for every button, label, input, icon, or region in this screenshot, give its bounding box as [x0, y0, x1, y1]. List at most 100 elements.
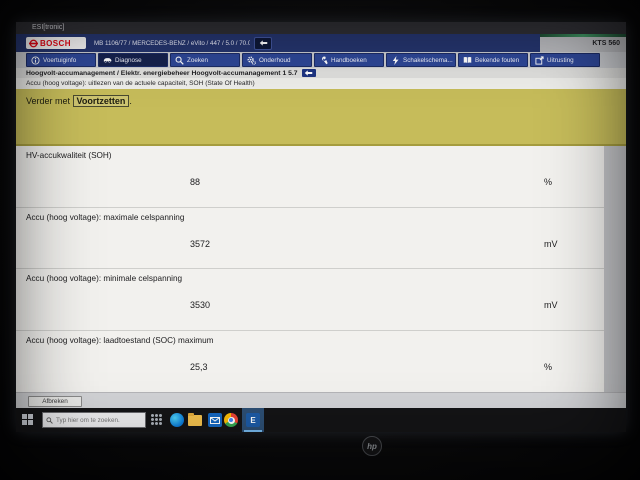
result-label: Accu (hoog voltage): minimale celspannin…: [26, 274, 183, 283]
hp-logo-text: hp: [367, 441, 377, 451]
table-row: HV-accukwaliteit (SOH) 88 %: [16, 146, 604, 208]
breadcrumb-path: Hoogvolt-accumanagement / Elektr. energi…: [26, 69, 298, 77]
tab-label: Bekende fouten: [475, 56, 520, 64]
start-button[interactable]: [22, 414, 34, 426]
tab-label: Diagnose: [115, 56, 142, 64]
back-arrow-icon: [304, 70, 313, 76]
instruction-suffix: .: [129, 96, 132, 106]
tab-schakelschema[interactable]: Schakelschema...: [386, 53, 456, 67]
info-icon: [31, 55, 40, 65]
device-panel: KTS 560: [540, 34, 626, 52]
dot: [159, 422, 162, 425]
step-subtitle-bar: Accu (hoog voltage): uitlezen van de act…: [16, 78, 626, 89]
search-icon: [175, 56, 184, 65]
gear-icon: [247, 56, 256, 65]
app-footer-bar: Afbreken: [16, 392, 626, 408]
step-subtitle: Accu (hoog voltage): uitlezen van de act…: [26, 80, 255, 87]
result-label: Accu (hoog voltage): maximale celspannin…: [26, 212, 185, 222]
instruction-banner: Verder met Voortzetten.: [16, 89, 626, 146]
main-toolbar: Voertuiginfo Diagnose Zoeken Onderhoud: [16, 52, 626, 68]
result-unit: %: [544, 361, 553, 372]
back-arrow-icon: [259, 39, 268, 48]
tab-diagnose[interactable]: Diagnose: [98, 53, 168, 67]
results-list: HV-accukwaliteit (SOH) 88 % Accu (hoog v…: [16, 146, 604, 392]
dot: [159, 418, 162, 421]
hp-logo: hp: [362, 436, 382, 456]
result-unit: mV: [544, 300, 558, 310]
dot: [151, 422, 154, 425]
wrench-icon: [319, 55, 328, 65]
file-explorer-icon[interactable]: [188, 413, 202, 426]
device-label: KTS 560: [592, 40, 620, 47]
result-unit: mV: [544, 238, 558, 249]
windows-taskbar: E: [16, 408, 626, 432]
dot: [155, 418, 158, 421]
bosch-logo: BOSCH: [26, 37, 86, 49]
breadcrumb: Hoogvolt-accumanagement / Elektr. energi…: [16, 68, 626, 78]
chrome-center: [229, 418, 233, 422]
task-view-icon[interactable]: [150, 413, 164, 427]
table-row: Accu (hoog voltage): maximale celspannin…: [16, 208, 604, 269]
result-label: Accu (hoog voltage): laadtoestand (SOC) …: [26, 335, 214, 345]
app-header: BOSCH MB 1106/77 / MERCEDES-BENZ / eVito…: [16, 34, 626, 52]
edge-browser-icon[interactable]: [170, 413, 184, 427]
search-icon: [46, 416, 53, 424]
tab-bekende-fouten[interactable]: Bekende fouten: [458, 53, 528, 67]
tab-label: Voertuiginfo: [43, 56, 77, 64]
result-value: 3530: [190, 300, 211, 310]
dot: [155, 422, 158, 425]
esi-app-taskbar-icon[interactable]: E: [242, 408, 264, 432]
results-panel: HV-accukwaliteit (SOH) 88 % Accu (hoog v…: [16, 146, 626, 392]
result-value: 25,3: [190, 361, 208, 372]
envelope-icon: [210, 416, 220, 424]
window-titlebar: ESI[tronic]: [16, 22, 626, 34]
table-row: Accu (hoog voltage): laadtoestand (SOC) …: [16, 331, 604, 393]
external-link-icon: [535, 55, 544, 65]
result-value: 3572: [190, 238, 211, 249]
supergraphic-stripe: [540, 34, 626, 37]
windows-icon: [22, 420, 27, 425]
taskbar-search[interactable]: [42, 412, 146, 428]
tab-zoeken[interactable]: Zoeken: [170, 53, 240, 67]
window-edge-strip: [604, 146, 626, 392]
voortzetten-button-ref[interactable]: Voortzetten: [72, 95, 130, 107]
book-icon: [463, 56, 472, 65]
tab-label: Uitrusting: [547, 56, 574, 64]
bosch-armature-icon: [29, 39, 38, 48]
tab-handboeken[interactable]: Handboeken: [314, 53, 384, 67]
back-button[interactable]: [254, 36, 272, 50]
dot: [155, 414, 158, 417]
dot: [159, 414, 162, 417]
table-row: Accu (hoog voltage): minimale celspannin…: [16, 269, 604, 331]
bosch-wordmark: BOSCH: [40, 38, 71, 48]
windows-icon: [28, 420, 33, 425]
laptop-screen: ESI[tronic] BOSCH MB 1106/77 / MERCEDES-…: [16, 22, 626, 432]
vehicle-info: MB 1106/77 / MERCEDES-BENZ / eVito / 447…: [94, 40, 250, 47]
tab-onderhoud[interactable]: Onderhoud: [242, 53, 312, 67]
car-icon: [103, 56, 112, 65]
result-unit: %: [544, 177, 553, 187]
search-input[interactable]: [56, 416, 140, 424]
tab-label: Onderhoud: [259, 56, 291, 64]
instruction-prefix: Verder met: [26, 96, 71, 106]
tab-label: Handboeken: [331, 56, 367, 64]
tab-uitrusting[interactable]: Uitrusting: [530, 53, 600, 67]
instruction-text: Verder met Voortzetten.: [26, 95, 626, 107]
result-label: HV-accukwaliteit (SOH): [26, 151, 112, 160]
chrome-browser-icon[interactable]: [224, 413, 238, 427]
lightning-icon: [391, 55, 400, 65]
mail-icon[interactable]: [208, 413, 222, 427]
back-button-small[interactable]: [301, 69, 316, 77]
tab-label: Zoeken: [187, 56, 209, 64]
windows-icon: [28, 414, 33, 419]
tab-label: Schakelschema...: [403, 56, 453, 64]
dot: [151, 414, 154, 417]
result-value: 88: [190, 177, 201, 187]
tab-voertuiginfo[interactable]: Voertuiginfo: [26, 53, 96, 67]
windows-icon: [22, 414, 27, 419]
dot: [151, 418, 154, 421]
esi-app-glyph: E: [246, 413, 260, 427]
cancel-button[interactable]: Afbreken: [28, 395, 82, 407]
window-title: ESI[tronic]: [32, 24, 65, 31]
